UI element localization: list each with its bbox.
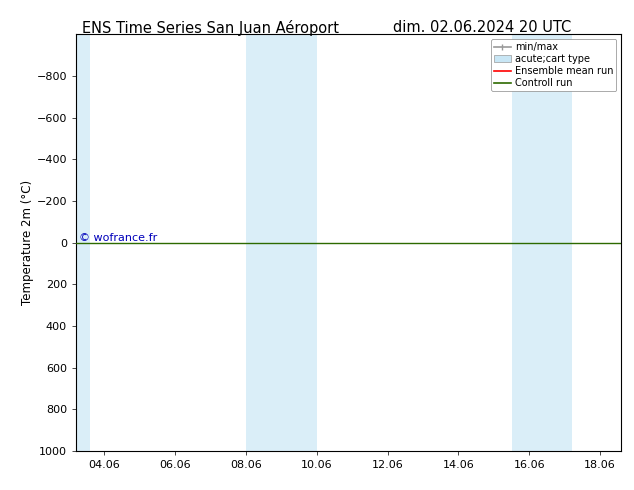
Bar — [512, 34, 572, 451]
Y-axis label: Temperature 2m (°C): Temperature 2m (°C) — [21, 180, 34, 305]
Bar — [246, 34, 317, 451]
Text: ENS Time Series San Juan Aéroport: ENS Time Series San Juan Aéroport — [82, 20, 339, 36]
Text: © wofrance.fr: © wofrance.fr — [79, 233, 157, 243]
Legend: min/max, acute;cart type, Ensemble mean run, Controll run: min/max, acute;cart type, Ensemble mean … — [491, 39, 616, 91]
Bar — [76, 34, 90, 451]
Text: dim. 02.06.2024 20 UTC: dim. 02.06.2024 20 UTC — [393, 20, 571, 35]
Title: ENS Time Series San Juan Aéroport       dim. 02.06.2024 20 UTC: ENS Time Series San Juan Aéroport dim. 0… — [0, 489, 1, 490]
